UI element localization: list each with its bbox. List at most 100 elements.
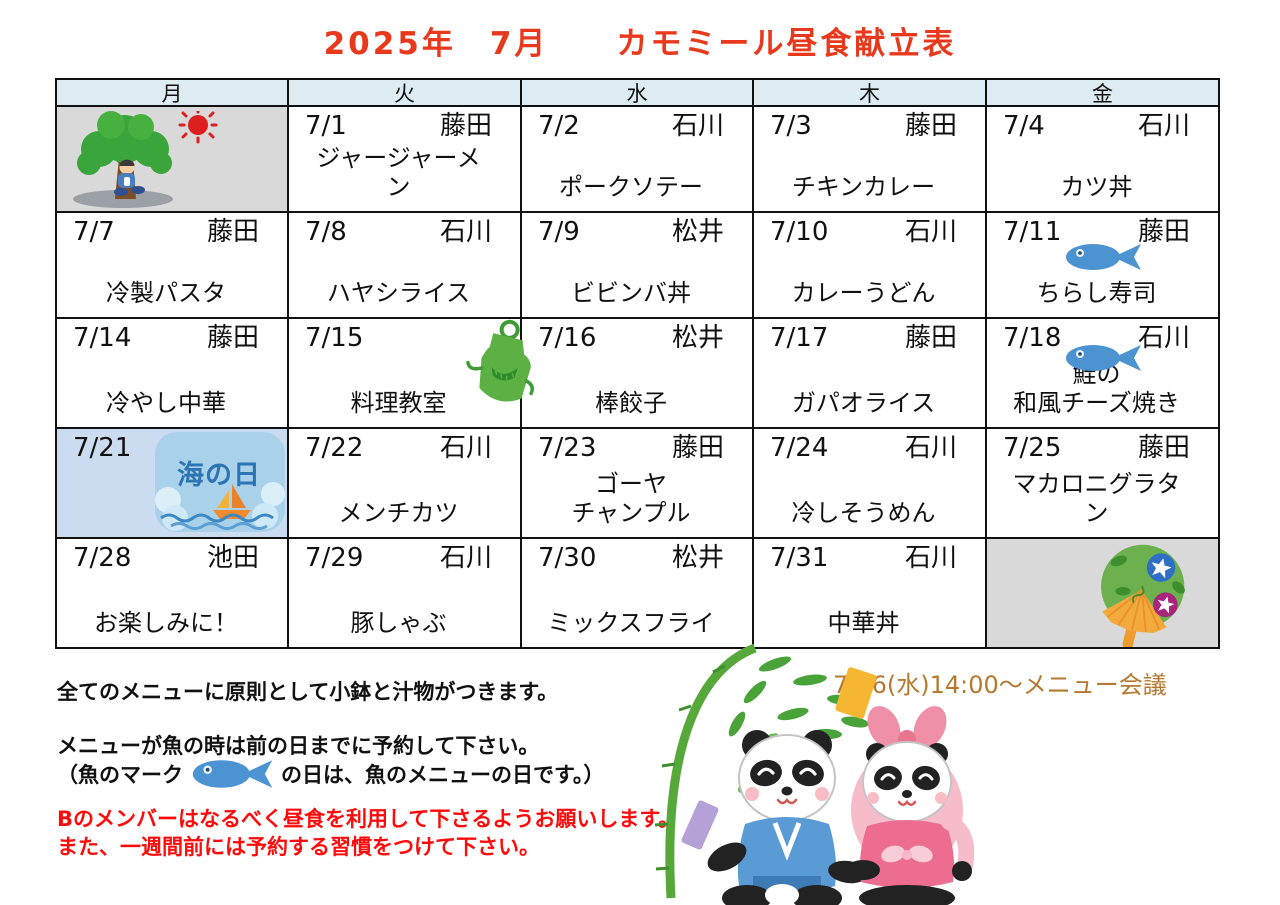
note-fish-mark: （魚のマーク の日は、魚のメニューの日です。） [57, 756, 604, 792]
cell-header: 7/28 池田 [73, 544, 259, 573]
staff-label: 藤田 [671, 433, 724, 463]
menu-label: ビビンバ丼 [571, 278, 691, 307]
cell-header: 7/1 藤田 [305, 112, 492, 141]
note-fish-mark-after: の日は、魚のメニューの日です。） [281, 763, 605, 787]
cell-7-21-marine-day: 7/21 海の日 [57, 429, 289, 539]
staff-label: 石川 [439, 217, 492, 247]
fish-icon [192, 760, 273, 788]
cell-7-2: 7/2 石川 ポークソテー [522, 107, 754, 213]
menu-label: 豚しゃぶ [350, 608, 447, 637]
day-header-thursday: 木 [754, 80, 987, 107]
cell-closed-friday [987, 539, 1220, 649]
page-title: 2025年 7月 カモミール昼食献立表 [323, 26, 957, 62]
menu-label: 料理教室 [350, 388, 447, 417]
lunch-menu-calendar: 月 火 水 木 金 [55, 78, 1220, 649]
cell-7-4: 7/4 石川 カツ丼 [987, 107, 1220, 213]
cell-header: 7/29 石川 [305, 544, 492, 573]
staff-label: 石川 [904, 543, 957, 573]
staff-label: 石川 [1137, 111, 1190, 141]
date-label: 7/21 [73, 433, 132, 463]
menu-label: ジャージャーメン [316, 144, 481, 201]
fish-icon [1065, 244, 1141, 270]
menu-label: 中華丼 [827, 608, 900, 637]
cell-7-29: 7/29 石川 豚しゃぶ [289, 539, 522, 649]
cell-header: 7/24 石川 [770, 434, 957, 463]
date-label: 7/7 [73, 217, 115, 247]
date-label: 7/23 [538, 433, 597, 463]
cell-header: 7/31 石川 [770, 544, 957, 573]
cell-7-1: 7/1 藤田 ジャージャーメン [289, 107, 522, 213]
menu-label: ポークソテー [559, 172, 703, 201]
cell-7-30: 7/30 松井 ミックスフライ [522, 539, 754, 649]
date-label: 7/25 [1003, 433, 1062, 463]
cell-7-23: 7/23 藤田 ゴーヤ チャンプル [522, 429, 754, 539]
menu-label: カツ丼 [1060, 172, 1133, 201]
date-label: 7/16 [538, 323, 597, 353]
boy-under-tree-illustration [73, 111, 218, 208]
menu-label: 鮭の 和風チーズ焼き [1013, 360, 1180, 417]
note-fish-reservation: メニューが魚の時は前の日までに予約して下さい。 [57, 734, 540, 758]
note-reserve-habit: また、一週間前には予約する習慣をつけて下さい。 [57, 835, 540, 859]
staff-label: 石川 [439, 543, 492, 573]
note-side-dishes: 全てのメニューに原則として小鉢と汁物がつきます。 [57, 680, 559, 704]
cell-header: 7/15 [305, 324, 492, 353]
staff-label: 藤田 [206, 217, 259, 247]
staff-label: 松井 [671, 323, 724, 353]
marine-day-badge [155, 432, 285, 532]
staff-label: 松井 [671, 217, 724, 247]
date-label: 7/8 [305, 217, 347, 247]
cell-header: 7/7 藤田 [73, 218, 259, 247]
menu-label: ミックスフライ [547, 608, 715, 637]
day-header-friday: 金 [987, 80, 1220, 107]
note-member-request: Bのメンバーはなるべく昼食を利用して下さるようお願いします。 [57, 807, 680, 831]
date-label: 7/22 [305, 433, 364, 463]
uchiwa-fan-illustration [1101, 544, 1185, 647]
staff-label: 石川 [904, 433, 957, 463]
day-header-tuesday: 火 [289, 80, 522, 107]
cell-7-31: 7/31 石川 中華丼 [754, 539, 987, 649]
cell-7-24: 7/24 石川 冷しそうめん [754, 429, 987, 539]
date-label: 7/17 [770, 323, 829, 353]
cell-7-8: 7/8 石川 ハヤシライス [289, 213, 522, 319]
menu-label: お楽しみに！ [94, 608, 238, 637]
date-label: 7/28 [73, 543, 132, 573]
cell-header: 7/11 藤田 [1003, 218, 1190, 247]
menu-label: ゴーヤ チャンプル [571, 470, 691, 527]
menu-label: 棒餃子 [595, 388, 667, 417]
menu-label: カレーうどん [791, 278, 936, 307]
menu-meeting-note: 7/16(水)14:00～メニュー会議 [833, 671, 1167, 699]
menu-label: マカロニグラタン [1012, 470, 1181, 527]
date-label: 7/15 [305, 323, 364, 353]
staff-label: 池田 [206, 543, 259, 573]
staff-label: 石川 [1137, 323, 1190, 353]
date-label: 7/10 [770, 217, 829, 247]
date-label: 7/29 [305, 543, 364, 573]
date-label: 7/14 [73, 323, 132, 353]
staff-label: 藤田 [206, 323, 259, 353]
menu-label: ガパオライス [791, 388, 936, 417]
cell-closed-monday [57, 107, 289, 213]
cell-7-22: 7/22 石川 メンチカツ [289, 429, 522, 539]
staff-label: 石川 [671, 111, 724, 141]
date-label: 7/9 [538, 217, 580, 247]
cell-7-16: 7/16 松井 棒餃子 [522, 319, 754, 429]
cell-header: 7/9 松井 [538, 218, 724, 247]
staff-label: 石川 [439, 433, 492, 463]
date-label: 7/31 [770, 543, 829, 573]
cell-7-3: 7/3 藤田 チキンカレー [754, 107, 987, 213]
staff-label: 藤田 [1137, 433, 1190, 463]
cell-header: 7/21 [73, 434, 259, 463]
staff-label: 松井 [671, 543, 724, 573]
staff-label: 石川 [904, 217, 957, 247]
cell-7-15: 7/15 料理教室 [289, 319, 534, 429]
day-header-wednesday: 水 [522, 80, 754, 107]
sun-icon [178, 111, 218, 144]
cell-7-28: 7/28 池田 お楽しみに！ [57, 539, 289, 649]
cell-7-9: 7/9 松井 ビビンバ丼 [522, 213, 754, 319]
cell-header: 7/14 藤田 [73, 324, 259, 353]
staff-label: 藤田 [1137, 217, 1190, 247]
day-header-monday: 月 [57, 80, 289, 107]
cell-header: 7/10 石川 [770, 218, 957, 247]
cell-header: 7/30 松井 [538, 544, 724, 573]
cell-header: 7/4 石川 [1003, 112, 1190, 141]
